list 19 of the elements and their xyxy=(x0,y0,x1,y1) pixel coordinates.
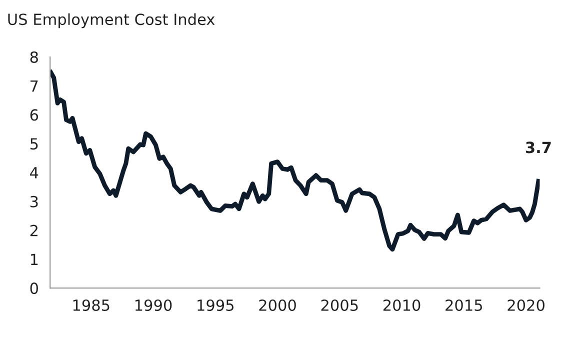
y-tick-label: 6 xyxy=(30,109,38,121)
y-tick-label: 2 xyxy=(30,224,38,236)
y-tick-label: 7 xyxy=(30,80,38,92)
x-tick-label: 2005 xyxy=(321,299,358,312)
y-tick-label: 4 xyxy=(30,167,38,178)
annotation: 3.7 xyxy=(526,142,551,154)
y-tick-label: 5 xyxy=(30,138,38,150)
x-tick-label: 2010 xyxy=(383,299,420,312)
y-tick-label: 3 xyxy=(30,196,38,208)
x-tick-label: 2020 xyxy=(508,299,544,312)
chart-title: US Employment Cost Index xyxy=(8,13,215,28)
y-tick-label: 8 xyxy=(30,51,38,63)
y-tick-label: 1 xyxy=(30,254,38,265)
x-tick-label: 2000 xyxy=(259,299,296,312)
x-tick-label: 1990 xyxy=(135,299,172,312)
x-tick-label: 1995 xyxy=(198,299,234,312)
x-tick-label: 2015 xyxy=(446,299,482,312)
y-tick-label: 0 xyxy=(30,282,38,294)
x-tick-label: 1985 xyxy=(73,299,110,312)
